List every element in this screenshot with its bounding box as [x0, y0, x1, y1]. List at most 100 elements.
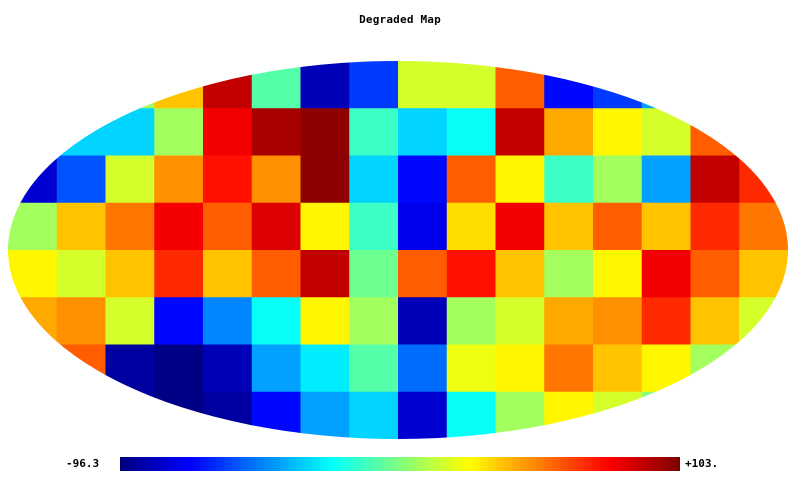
- map-pixel: [300, 391, 350, 439]
- colorbar-step: [420, 457, 425, 471]
- map-pixel: [641, 202, 692, 251]
- map-pixel: [739, 108, 788, 157]
- map-pixel: [495, 202, 545, 251]
- colorbar-step: [124, 457, 129, 471]
- colorbar-step: [308, 457, 313, 471]
- colorbar-step: [272, 457, 277, 471]
- colorbar-step: [672, 457, 677, 471]
- map-pixel: [105, 202, 155, 251]
- map-pixel: [56, 344, 107, 393]
- colorbar-step: [280, 457, 285, 471]
- map-pixel: [739, 155, 788, 204]
- colorbar-step: [552, 457, 557, 471]
- map-pixel: [739, 61, 788, 109]
- map-pixel: [154, 297, 204, 346]
- map-pixel: [446, 391, 497, 439]
- map-pixel: [398, 108, 448, 157]
- colorbar-step: [576, 457, 581, 471]
- map-pixel: [251, 202, 302, 251]
- colorbar-step: [220, 457, 225, 471]
- colorbar-step: [120, 457, 125, 471]
- colorbar-step: [532, 457, 537, 471]
- colorbar-step: [360, 457, 365, 471]
- map-pixel: [690, 155, 740, 204]
- map-pixel: [495, 108, 545, 157]
- map-pixel: [690, 391, 740, 439]
- colorbar-step: [388, 457, 393, 471]
- map-pixel: [251, 108, 302, 157]
- colorbar-step: [464, 457, 469, 471]
- colorbar-step: [344, 457, 349, 471]
- colorbar-step: [284, 457, 289, 471]
- map-pixel: [300, 108, 350, 157]
- map-pixel: [203, 391, 253, 439]
- colorbar-step: [128, 457, 133, 471]
- map-pixel: [641, 391, 692, 439]
- map-pixel: [739, 344, 788, 393]
- map-pixel: [154, 61, 204, 109]
- map-pixel: [446, 297, 497, 346]
- colorbar-step: [320, 457, 325, 471]
- colorbar-step: [628, 457, 633, 471]
- map-pixel: [203, 61, 253, 109]
- colorbar-step: [612, 457, 617, 471]
- map-pixel: [544, 108, 594, 157]
- colorbar-step: [380, 457, 385, 471]
- map-pixel: [739, 250, 788, 298]
- colorbar-step: [500, 457, 505, 471]
- colorbar-step: [484, 457, 489, 471]
- colorbar-step: [580, 457, 585, 471]
- map-pixel: [544, 202, 594, 251]
- map-pixel: [154, 155, 204, 204]
- map-pixel: [251, 61, 302, 109]
- map-pixel: [8, 108, 58, 157]
- map-pixel: [398, 297, 448, 346]
- colorbar-step: [292, 457, 297, 471]
- map-pixel: [544, 61, 594, 109]
- colorbar-step: [384, 457, 389, 471]
- colorbar-step: [364, 457, 369, 471]
- colorbar-step: [304, 457, 309, 471]
- colorbar-step: [600, 457, 605, 471]
- colorbar-step: [256, 457, 261, 471]
- colorbar-step: [436, 457, 441, 471]
- map-pixel: [398, 155, 448, 204]
- map-pixel: [300, 61, 350, 109]
- colorbar-step: [488, 457, 493, 471]
- colorbar-step: [676, 457, 680, 471]
- colorbar-step: [216, 457, 221, 471]
- map-pixel: [56, 108, 107, 157]
- map-pixel: [690, 297, 740, 346]
- map-pixel: [300, 344, 350, 393]
- map-pixel: [641, 108, 692, 157]
- colorbar-step: [636, 457, 641, 471]
- colorbar-step: [156, 457, 161, 471]
- map-pixel: [690, 344, 740, 393]
- map-pixel: [154, 202, 204, 251]
- map-pixel: [154, 108, 204, 157]
- colorbar-step: [172, 457, 177, 471]
- colorbar-step: [204, 457, 209, 471]
- colorbar-step: [296, 457, 301, 471]
- map-pixel: [56, 250, 107, 298]
- colorbar-step: [224, 457, 229, 471]
- colorbar-step: [260, 457, 265, 471]
- colorbar-step: [168, 457, 173, 471]
- colorbar-step: [584, 457, 589, 471]
- map-pixel: [251, 391, 302, 439]
- map-pixel: [641, 297, 692, 346]
- map-pixel: [8, 61, 58, 109]
- colorbar-step: [444, 457, 449, 471]
- colorbar-min-label: -96.3: [66, 457, 100, 470]
- colorbar-step: [404, 457, 409, 471]
- colorbar-step: [140, 457, 145, 471]
- colorbar-step: [416, 457, 421, 471]
- map-pixel: [544, 344, 594, 393]
- colorbar-step: [656, 457, 661, 471]
- colorbar: [120, 457, 680, 471]
- colorbar-step: [324, 457, 329, 471]
- map-pixel: [56, 155, 107, 204]
- colorbar-step: [348, 457, 353, 471]
- map-pixel: [446, 202, 497, 251]
